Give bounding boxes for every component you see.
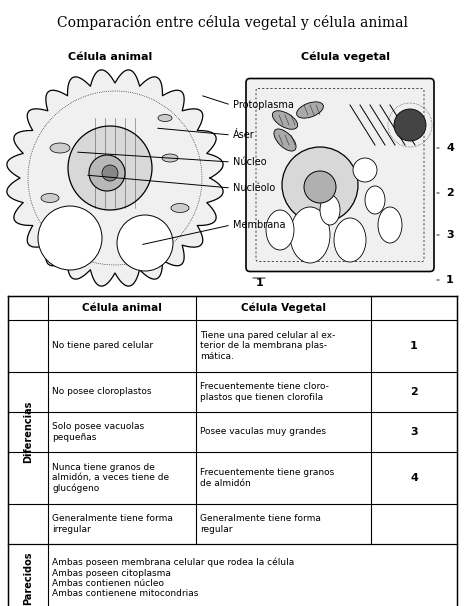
Text: 4: 4 [446,143,454,153]
Text: Parecidos: Parecidos [23,551,33,605]
Ellipse shape [272,111,298,129]
Text: 2: 2 [446,188,454,198]
Text: Frecuentemente tiene granos
de almidón: Frecuentemente tiene granos de almidón [200,468,334,488]
Text: 3: 3 [446,230,454,240]
Ellipse shape [320,195,340,225]
Text: Célula vegetal: Célula vegetal [300,52,390,62]
Text: Núcleo: Núcleo [233,157,266,167]
Text: 1: 1 [256,278,264,288]
Ellipse shape [41,193,59,202]
Ellipse shape [162,154,178,162]
Text: Áser: Áser [233,130,255,140]
Ellipse shape [158,115,172,121]
Circle shape [117,215,173,271]
Text: Célula animal: Célula animal [82,303,162,313]
Text: No tiene pared celular: No tiene pared celular [52,342,153,350]
Circle shape [68,126,152,210]
Circle shape [89,155,125,191]
Text: Protoplasma: Protoplasma [233,100,294,110]
Text: Ambas poseen membrana celular que rodea la célula
Ambas poseen citoplasma
Ambas : Ambas poseen membrana celular que rodea … [52,558,294,598]
Polygon shape [7,70,223,286]
Ellipse shape [378,207,402,243]
Text: 1: 1 [410,341,418,351]
Ellipse shape [266,210,294,250]
Ellipse shape [50,143,70,153]
Circle shape [282,147,358,223]
Circle shape [394,109,426,141]
Text: Comparación entre célula vegetal y célula animal: Comparación entre célula vegetal y célul… [57,15,407,30]
Ellipse shape [171,204,189,213]
Text: Diferencias: Diferencias [23,401,33,463]
Text: Tiene una pared celular al ex-
terior de la membrana plas-
mática.: Tiene una pared celular al ex- terior de… [200,331,335,361]
Text: Célula animal: Célula animal [68,52,152,62]
Text: Célula Vegetal: Célula Vegetal [241,303,326,313]
Text: Solo posee vacuolas
pequeñas: Solo posee vacuolas pequeñas [52,422,144,442]
Text: 1: 1 [446,275,454,285]
Text: 4: 4 [410,473,418,483]
Ellipse shape [274,129,296,151]
Text: Generalmente tiene forma
irregular: Generalmente tiene forma irregular [52,514,173,534]
Text: Frecuentemente tiene cloro-
plastos que tienen clorofila: Frecuentemente tiene cloro- plastos que … [200,382,329,402]
Circle shape [38,206,102,270]
Text: 3: 3 [410,427,418,437]
Ellipse shape [297,102,323,118]
Ellipse shape [290,207,330,263]
FancyBboxPatch shape [246,79,434,271]
Ellipse shape [334,218,366,262]
Text: Generalmente tiene forma
regular: Generalmente tiene forma regular [200,514,321,534]
Text: Posee vaculas muy grandes: Posee vaculas muy grandes [200,427,326,436]
Text: Nucléolo: Nucléolo [233,183,275,193]
Text: Nunca tiene granos de
almidón, a veces tiene de
glucógeno: Nunca tiene granos de almidón, a veces t… [52,463,169,493]
Circle shape [353,158,377,182]
Text: 2: 2 [410,387,418,397]
Circle shape [102,165,118,181]
Circle shape [304,171,336,203]
Text: Membrana: Membrana [233,220,286,230]
Ellipse shape [365,186,385,214]
Text: No posee cloroplastos: No posee cloroplastos [52,387,152,396]
